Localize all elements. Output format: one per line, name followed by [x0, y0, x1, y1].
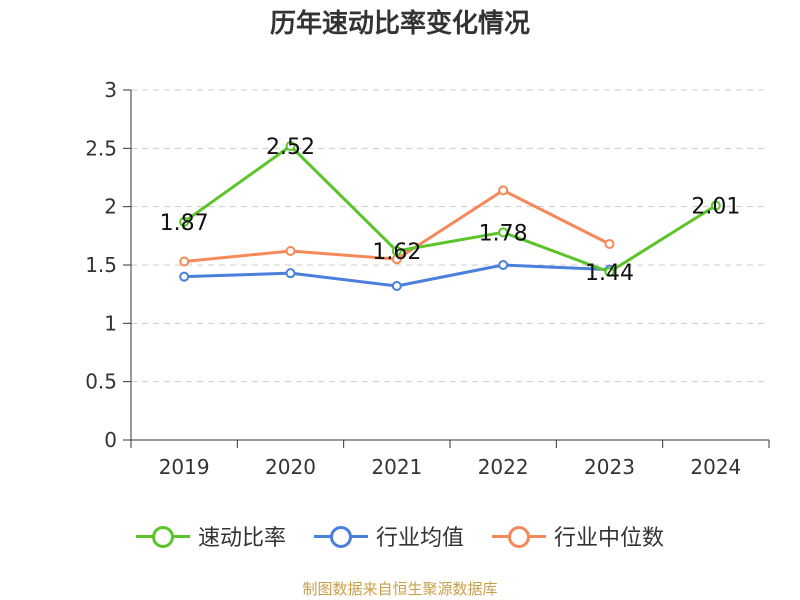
- y-tick-label: 2.5: [85, 136, 117, 160]
- data-point: [285, 246, 296, 256]
- data-label: 1.62: [372, 240, 421, 265]
- data-point: [179, 216, 190, 227]
- y-tick-label: 3: [104, 78, 117, 102]
- data-point: [498, 260, 509, 270]
- axis-layer: 0 0.5 1 1.5 2 2.5 3 2019 2020 2021 2022 2023 2024: [85, 78, 770, 479]
- legend-label: 行业均值: [375, 526, 464, 551]
- data-point: [391, 246, 402, 256]
- x-tick-label: 2020: [265, 455, 316, 479]
- data-point: [179, 271, 190, 282]
- data-label: 1.44: [585, 261, 634, 286]
- data-point: [285, 141, 296, 151]
- data-point: [604, 267, 615, 277]
- data-point: [498, 227, 509, 238]
- y-tick-label: 1: [104, 311, 117, 335]
- series-line: [183, 144, 717, 274]
- legend-label: 速动比率: [197, 526, 286, 551]
- series-layer: [179, 141, 721, 291]
- data-point: [285, 268, 296, 279]
- data-point: [498, 185, 509, 196]
- legend-marker-green: [135, 526, 190, 548]
- y-tick-label: 0: [104, 428, 117, 452]
- x-tick-label: 2021: [371, 455, 422, 479]
- x-tick-label: 2024: [690, 455, 741, 479]
- legend-label: 行业中位数: [554, 526, 665, 551]
- chart-title: 历年速动比率变化情况: [269, 9, 530, 39]
- data-label: 2.52: [266, 135, 315, 160]
- legend-item-quick-ratio[interactable]: 速动比率: [135, 520, 286, 552]
- y-tick-label: 1.5: [85, 253, 117, 277]
- data-label: 1.87: [160, 211, 209, 236]
- data-point: [710, 200, 721, 211]
- label-layer: 1.87 2.52 1.62 1.78 1.44 2.01: [160, 135, 741, 286]
- legend-item-industry-mean[interactable]: 行业均值: [313, 520, 464, 552]
- grid-layer: [131, 89, 769, 383]
- y-tick-label: 0.5: [85, 370, 117, 394]
- x-tick-label: 2019: [159, 455, 210, 479]
- data-label: 2.01: [691, 195, 740, 220]
- x-tick-label: 2022: [478, 455, 529, 479]
- data-label: 1.78: [479, 221, 528, 246]
- data-point: [179, 256, 190, 267]
- legend-marker-orange: [492, 526, 546, 548]
- legend-marker-blue: [313, 526, 368, 548]
- data-source-note: 制图数据来自恒生聚源数据库: [302, 580, 498, 598]
- legend-item-industry-median[interactable]: 行业中位数: [492, 520, 664, 552]
- x-tick-label: 2023: [584, 455, 635, 479]
- data-point: [604, 239, 615, 249]
- legend: 速动比率 行业均值 行业中位数: [0, 520, 800, 552]
- data-point: [391, 281, 402, 291]
- y-tick-label: 2: [104, 195, 117, 219]
